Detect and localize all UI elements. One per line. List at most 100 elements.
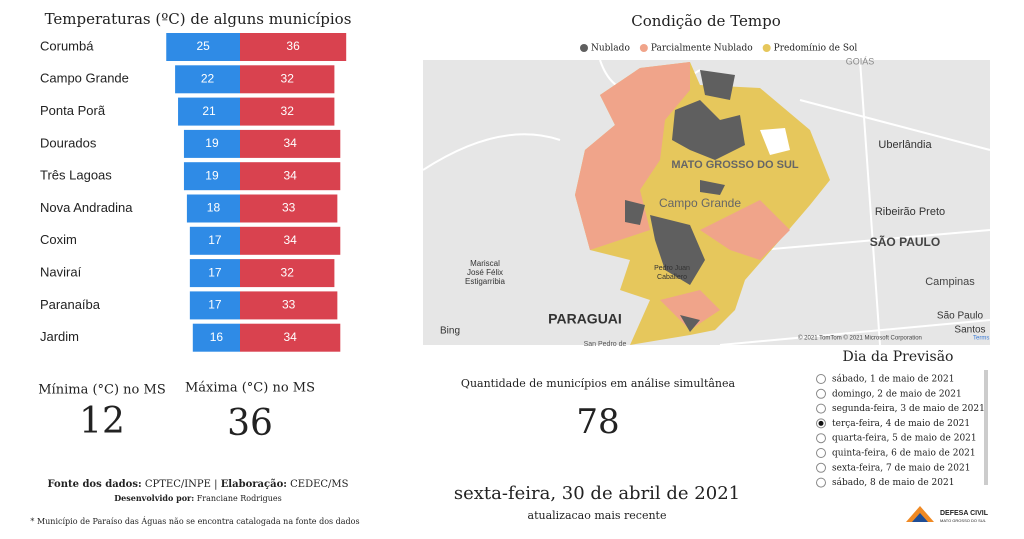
map-label: © 2021 TomTom © 2021 Microsoft Corporati… [798,335,922,342]
map-label: SÃO PAULO [870,234,940,249]
radio[interactable] [816,388,826,399]
count-label: Quantidade de municípios em análise simu… [461,377,736,390]
value-label: 33 [282,201,296,215]
category-label: Jardim [40,329,79,344]
value-label: 18 [207,201,221,215]
value-label: 34 [283,330,297,344]
value-label: 32 [281,265,295,279]
map-label: Campinas [925,276,975,288]
category-label: Campo Grande [40,71,129,86]
category-label: Coxim [40,232,77,247]
bar [240,226,341,255]
category-label: Dourados [40,135,97,150]
logo-text: DEFESA CIVIL [940,510,989,517]
day-label[interactable]: quinta-feira, 6 de maio de 2021 [832,449,976,459]
max-value: 36 [227,403,273,444]
bar [186,194,240,223]
map-label: Bing [440,326,460,337]
category-label: Naviraí [40,265,82,280]
map-label: San Pedro de [584,341,627,348]
radio[interactable] [816,477,826,488]
value-label: 19 [205,168,219,182]
radio[interactable] [816,403,826,414]
bar [240,323,341,352]
category-label: Três Lagoas [40,168,112,183]
bar [240,259,335,288]
map-label: Pedro Juan [654,265,690,272]
day-label[interactable]: sábado, 1 de maio de 2021 [832,374,954,385]
map-label: Estigarribia [465,277,506,286]
bar [240,291,338,320]
value-label: 34 [283,233,297,247]
value-label: 17 [208,233,222,247]
day-label[interactable]: sábado, 8 de maio de 2021 [832,477,954,488]
value-label: 32 [281,71,295,85]
min-label: Mínima (°C) no MS [38,383,165,398]
value-label: 17 [208,298,222,312]
note: * Município de Paraíso das Águas não se … [30,517,359,526]
value-label: 21 [202,104,216,118]
bar [183,162,240,191]
value-label: 17 [208,265,222,279]
value-label: 34 [283,168,297,182]
bar [178,97,240,126]
map-legend: Nublado Parcialmente Nublado Predomínio de… [580,43,857,54]
bar [240,97,335,126]
map-label: Ribeirão Preto [875,206,945,218]
map-label: Santos [954,325,985,336]
logo-icon-inner [912,513,928,522]
category-label: Corumbá [40,38,94,53]
scrollbar [984,370,988,485]
legend-label: Parcialmente Nublado [651,44,753,54]
radio[interactable] [816,448,826,458]
legend-label: Nublado [591,44,630,54]
radio[interactable] [816,374,826,384]
radio[interactable] [816,433,826,444]
category-label: Paranaíba [40,297,101,312]
bar [240,129,341,158]
map: GOIÁS MATO GROSSO DO SUL Uberlândia Campo G… [422,56,991,348]
map-label: Campo Grande [659,196,741,210]
updated-date: sexta-feira, 30 de abril de 2021 [454,483,740,504]
value-label: 22 [201,71,215,85]
value-label: 25 [196,39,210,53]
radio-dot [818,420,824,426]
day-label[interactable]: domingo, 2 de maio de 2021 [832,389,962,399]
min-value: 12 [79,401,125,442]
day-label[interactable]: terça-feira, 4 de maio de 2021 [832,419,970,429]
value-label: 34 [283,136,297,150]
bar [183,129,240,158]
value-label: 16 [210,330,224,344]
bar-chart: Corumbá 25 36 Campo Grande 22 32 Ponta Porã 21 3… [40,33,347,352]
day-label[interactable]: sexta-feira, 7 de maio de 2021 [832,463,970,473]
max-label: Máxima (°C) no MS [185,381,315,396]
value-label: 19 [205,136,219,150]
state-blank [760,128,790,155]
bar [189,226,240,255]
count-value: 78 [576,402,619,442]
state-cloudy [625,70,745,332]
updated-label: atualizacao mais recente [528,509,667,522]
bar [192,323,240,352]
radio[interactable] [816,462,826,473]
day-label[interactable]: quarta-feira, 5 de maio de 2021 [832,434,977,444]
state-partial [575,62,790,330]
map-label: GOIÁS [846,56,875,66]
map-labels: GOIÁS MATO GROSSO DO SUL Uberlândia Campo G… [440,56,989,347]
logo-sub: MATO GROSSO DO SUL [940,518,987,523]
legend-dot [639,44,648,52]
legend-dot [762,44,771,52]
bar [240,194,338,223]
bar [189,291,240,320]
day-label[interactable]: segunda-feira, 3 de maio de 2021 [832,404,985,414]
map-title: Condição de Tempo [631,12,781,30]
bar [240,162,341,191]
bar [189,259,240,288]
forecast-title: Dia da Previsão [842,349,953,365]
map-label: Mariscal [470,259,500,268]
source-line: Fonte dos dados: CPTEC/INPE | Elaboração… [47,479,348,490]
value-label: 33 [282,298,296,312]
forecast-list: sábado, 1 de maio de 2021 domingo, 2 de m… [816,374,985,488]
category-label: Ponta Porã [40,103,106,118]
